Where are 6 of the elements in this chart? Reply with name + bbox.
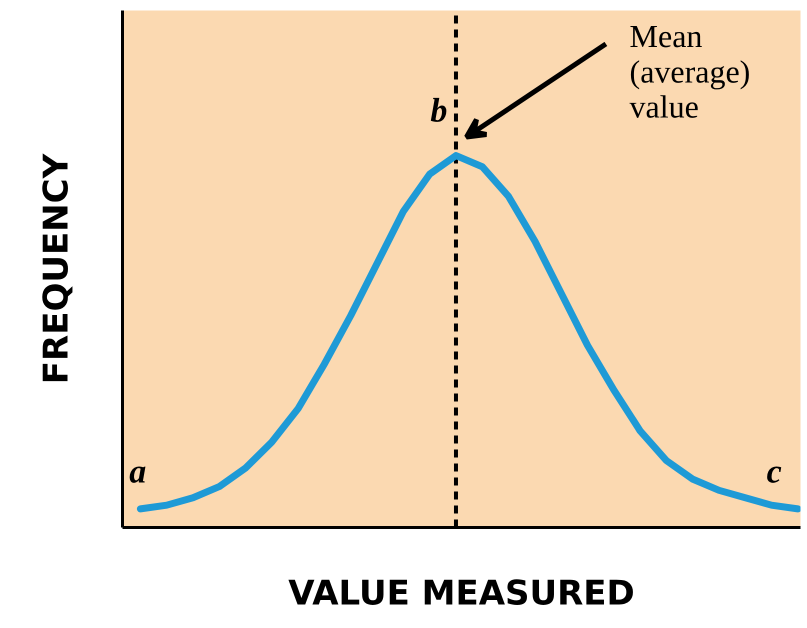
x-axis-title: VALUE MEASURED bbox=[288, 574, 635, 614]
annotation: a bbox=[129, 453, 146, 490]
annotation: c bbox=[766, 453, 782, 490]
y-axis-title: FREQUENCY bbox=[36, 153, 76, 384]
text: b bbox=[430, 92, 448, 130]
text: Mean (average) value bbox=[630, 18, 750, 125]
